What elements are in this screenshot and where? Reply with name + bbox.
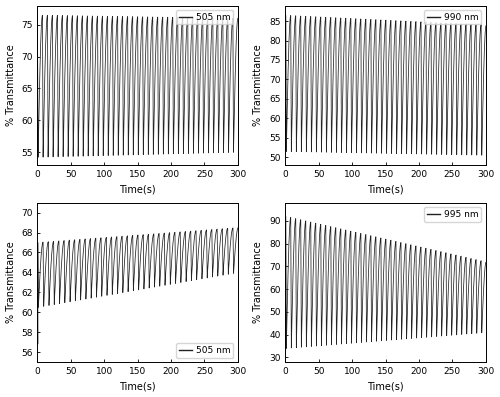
Y-axis label: % Transmittance: % Transmittance: [254, 44, 264, 126]
Legend: 505 nm: 505 nm: [176, 343, 234, 358]
Legend: 995 nm: 995 nm: [424, 207, 482, 222]
Legend: 505 nm: 505 nm: [176, 10, 234, 25]
Y-axis label: % Transmittance: % Transmittance: [254, 241, 264, 323]
X-axis label: Time(s): Time(s): [120, 382, 156, 391]
Y-axis label: % Transmittance: % Transmittance: [6, 241, 16, 323]
Legend: 990 nm: 990 nm: [424, 10, 482, 25]
X-axis label: Time(s): Time(s): [368, 382, 404, 391]
X-axis label: Time(s): Time(s): [120, 184, 156, 195]
X-axis label: Time(s): Time(s): [368, 184, 404, 195]
Y-axis label: % Transmittance: % Transmittance: [6, 44, 16, 126]
